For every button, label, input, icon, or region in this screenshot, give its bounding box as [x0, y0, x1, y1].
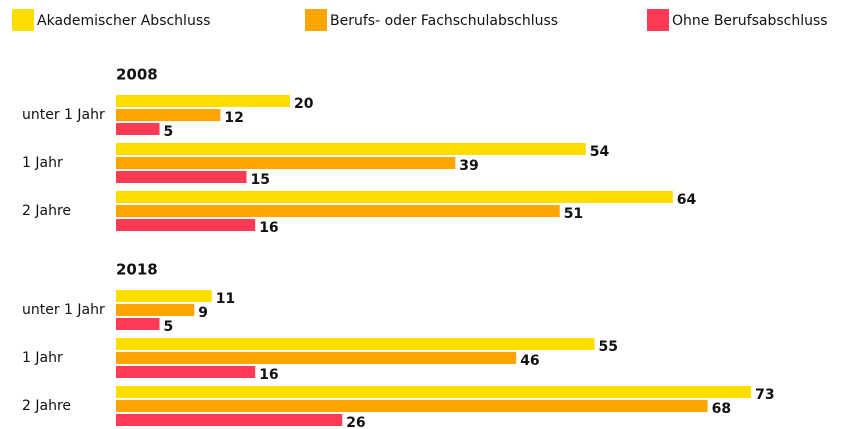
value-label: 54: [590, 144, 610, 160]
panel-title: 2008: [116, 66, 158, 84]
legend-swatch: [647, 9, 669, 31]
value-label: 15: [251, 172, 270, 188]
panel-title: 2018: [116, 261, 158, 279]
bar: [116, 143, 586, 155]
bar: [116, 191, 673, 203]
value-label: 11: [216, 291, 235, 307]
category-label: unter 1 Jahr: [22, 107, 105, 123]
category-label: 2 Jahre: [22, 398, 71, 414]
bar: [116, 400, 708, 412]
value-label: 9: [198, 305, 208, 321]
bar: [116, 338, 595, 350]
bar: [116, 318, 160, 330]
value-label: 51: [564, 206, 583, 222]
value-label: 5: [164, 319, 174, 335]
bar: [116, 219, 256, 231]
value-label: 20: [294, 96, 314, 112]
bar: [116, 109, 221, 121]
value-label: 39: [459, 158, 478, 174]
bar: [116, 171, 247, 183]
value-label: 68: [712, 401, 731, 417]
bar: [116, 304, 195, 316]
value-label: 16: [259, 367, 278, 383]
bar: [116, 157, 456, 169]
bar: [116, 352, 517, 364]
bar: [116, 290, 212, 302]
category-label: 1 Jahr: [22, 155, 63, 171]
bar: [116, 123, 160, 135]
value-label: 26: [346, 415, 365, 429]
bar: [116, 366, 256, 378]
value-label: 64: [677, 192, 697, 208]
legend-swatch: [305, 9, 327, 31]
legend-label: Berufs- oder Fachschulabschluss: [330, 13, 558, 29]
category-label: 2 Jahre: [22, 203, 71, 219]
value-label: 55: [599, 339, 618, 355]
bar: [116, 386, 752, 398]
legend-swatch: [12, 9, 34, 31]
value-label: 46: [520, 353, 539, 369]
legend-label: Akademischer Abschluss: [37, 13, 210, 29]
bar: [116, 205, 560, 217]
category-label: unter 1 Jahr: [22, 302, 105, 318]
value-label: 16: [259, 220, 278, 236]
category-label: 1 Jahr: [22, 350, 63, 366]
bar: [116, 414, 343, 426]
value-label: 73: [755, 387, 774, 403]
value-label: 5: [164, 124, 174, 140]
bar: [116, 95, 290, 107]
value-label: 12: [224, 110, 243, 126]
legend-label: Ohne Berufsabschluss: [672, 13, 828, 29]
